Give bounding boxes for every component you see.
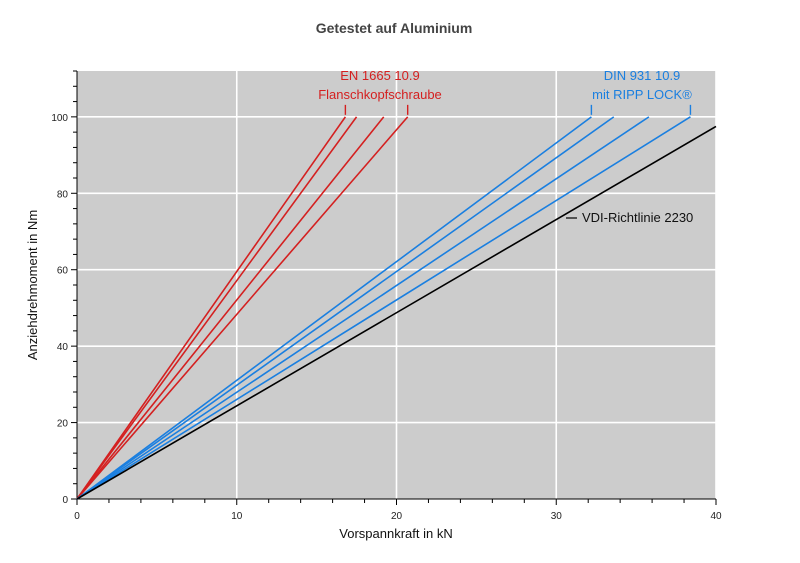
blue-group-label-line-2: mit RIPP LOCK® <box>592 87 692 102</box>
series-line-1-1 <box>76 116 615 500</box>
x-axis-label: Vorspannkraft in kN <box>339 526 452 541</box>
y-tick-label: 80 <box>57 189 69 200</box>
red-group-label-line-1: EN 1665 10.9 <box>340 68 420 83</box>
y-tick-label: 100 <box>51 113 68 124</box>
x-tick-label: 10 <box>231 511 243 522</box>
data-series <box>76 116 717 500</box>
y-tick-label: 20 <box>57 419 69 430</box>
series-line-0-2 <box>76 116 385 500</box>
axes: 0 10 20 30 40 0 20 40 60 80 100 <box>51 70 722 522</box>
series-line-1-2 <box>76 116 650 500</box>
annotations: EN 1665 10.9 Flanschkopfschraube DIN 931 1… <box>318 68 693 225</box>
blue-group-label-line-1: DIN 931 10.9 <box>604 68 681 83</box>
series-line-1-0 <box>76 116 592 500</box>
x-tick-label: 40 <box>710 511 722 522</box>
series-line-0-3 <box>76 116 409 500</box>
y-tick-label: 40 <box>57 342 69 353</box>
y-axis-label: Anziehdrehmoment in Nm <box>25 210 40 360</box>
series-line-1-3 <box>76 116 691 500</box>
series-line-0-0 <box>76 116 347 500</box>
vdi-label: VDI-Richtlinie 2230 <box>582 210 693 225</box>
x-tick-label: 0 <box>74 511 80 522</box>
chart-title: Getestet auf Aluminium <box>316 20 473 36</box>
red-group-label-line-2: Flanschkopfschraube <box>318 87 442 102</box>
series-line-2-0 <box>76 125 717 500</box>
y-tick-label: 0 <box>62 495 68 506</box>
series-line-0-1 <box>76 116 358 500</box>
x-tick-label: 20 <box>391 511 403 522</box>
x-tick-label: 30 <box>551 511 563 522</box>
y-tick-label: 60 <box>57 266 69 277</box>
